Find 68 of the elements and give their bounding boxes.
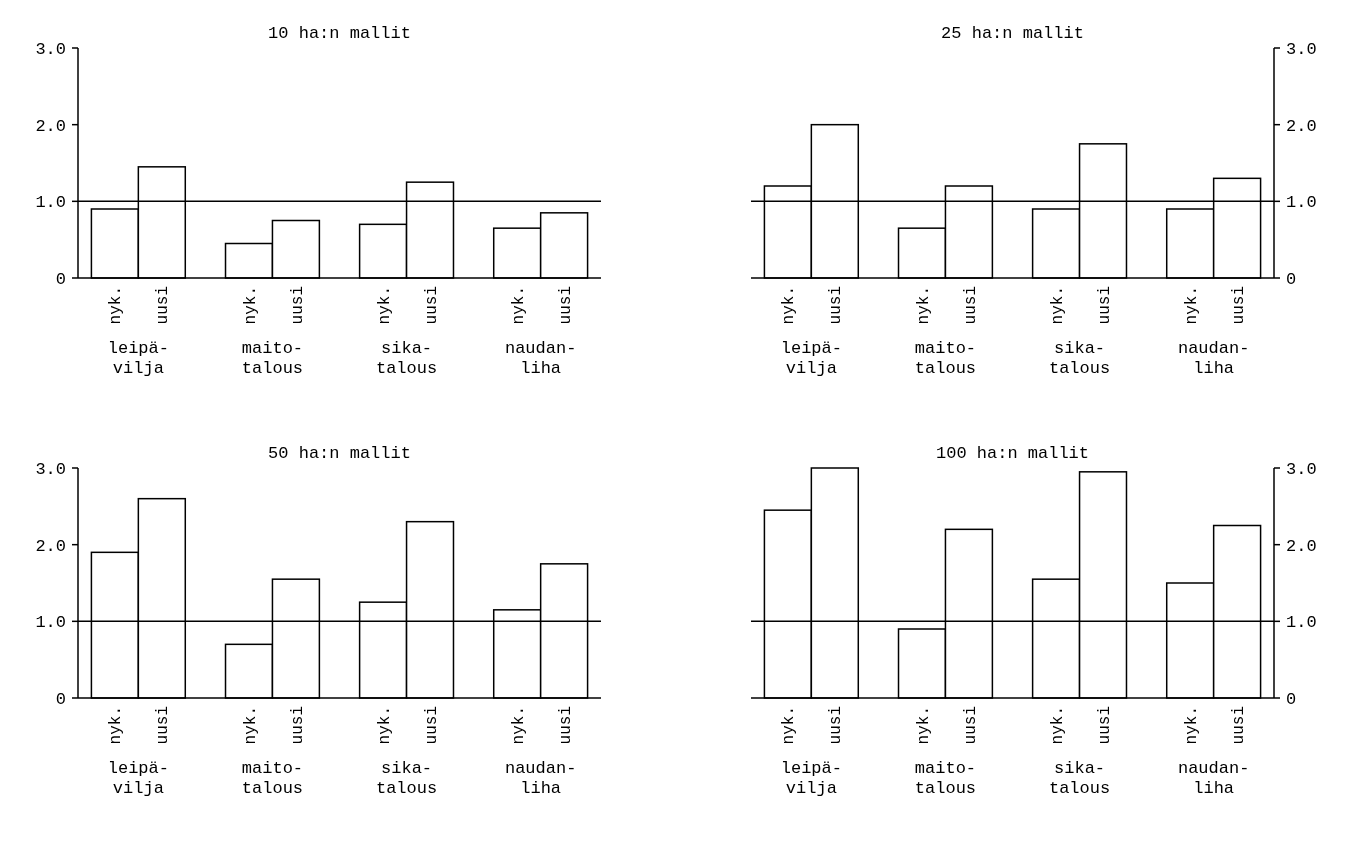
x-tick-label: naudan- liha — [504, 759, 577, 799]
y-tick-label: 3.0 — [35, 459, 66, 479]
chart-title: 10 ha:n mallit — [268, 24, 411, 43]
text: nyk. — [375, 286, 394, 325]
x-tick-label: maito- talous — [241, 759, 304, 799]
y2-tick-label: 2.0 — [1286, 116, 1317, 136]
y2-tick-label: 1.0 — [1286, 193, 1317, 213]
x-tick-label: sika- talous — [1048, 759, 1111, 799]
chart-title: 100 ha:n mallit — [935, 444, 1090, 463]
text: nyk. — [107, 706, 126, 745]
text: nyk. — [375, 706, 394, 745]
x-tick-label: maito- talous — [241, 339, 304, 379]
text: uusi — [1229, 286, 1248, 325]
text: nyk. — [509, 706, 528, 745]
y2-tick-label: 2.0 — [1286, 536, 1317, 556]
x-tick-label: naudan- liha — [504, 339, 577, 379]
text: uusi — [422, 706, 441, 745]
text: nyk. — [1182, 706, 1201, 745]
text: nyk. — [241, 286, 260, 325]
y2-tick-label: 3.0 — [1286, 459, 1317, 479]
x-tick-label: maito- talous — [914, 759, 977, 799]
text: nyk. — [107, 286, 126, 325]
y2-tick-label: 0 — [1286, 689, 1297, 709]
y-tick-label: 1.0 — [35, 613, 66, 633]
text: uusi — [1095, 706, 1114, 745]
y-tick-label: 0 — [55, 269, 66, 289]
text: uusi — [422, 286, 441, 325]
text: nyk. — [914, 286, 933, 325]
text: uusi — [1229, 706, 1248, 745]
text: uusi — [288, 286, 307, 325]
x-tick-label: leipä- vilja — [780, 759, 842, 799]
text: nyk. — [780, 706, 799, 745]
y-tick-label: 2.0 — [35, 536, 66, 556]
x-tick-label: leipä- vilja — [107, 759, 169, 799]
y-tick-label: 1.0 — [35, 193, 66, 213]
y2-tick-label: 3.0 — [1286, 39, 1317, 59]
text: uusi — [154, 706, 173, 745]
text: uusi — [961, 706, 980, 745]
x-tick-label: maito- talous — [914, 339, 977, 379]
text: nyk. — [780, 286, 799, 325]
text: nyk. — [241, 706, 260, 745]
text: uusi — [154, 286, 173, 325]
text: uusi — [961, 286, 980, 325]
text: uusi — [556, 706, 575, 745]
text: nyk. — [1048, 286, 1067, 325]
x-tick-label: leipä- vilja — [107, 339, 169, 379]
text: nyk. — [914, 706, 933, 745]
text: uusi — [288, 706, 307, 745]
x-tick-label: naudan- liha — [1177, 339, 1250, 379]
text: uusi — [1095, 286, 1114, 325]
x-tick-label: sika- talous — [375, 759, 438, 799]
text: nyk. — [1182, 286, 1201, 325]
x-tick-label: naudan- liha — [1177, 759, 1250, 799]
text: uusi — [556, 286, 575, 325]
x-tick-label: sika- talous — [375, 339, 438, 379]
x-tick-label: sika- talous — [1048, 339, 1111, 379]
text: uusi — [827, 286, 846, 325]
y2-tick-label: 0 — [1286, 269, 1297, 289]
text: nyk. — [1048, 706, 1067, 745]
y-tick-label: 2.0 — [35, 116, 66, 136]
text: nyk. — [509, 286, 528, 325]
chart-title: 25 ha:n mallit — [941, 24, 1084, 43]
chart-title: 50 ha:n mallit — [268, 444, 411, 463]
x-tick-label: leipä- vilja — [780, 339, 842, 379]
y-tick-label: 0 — [55, 689, 66, 709]
y-tick-label: 3.0 — [35, 39, 66, 59]
y2-tick-label: 1.0 — [1286, 613, 1317, 633]
text: uusi — [827, 706, 846, 745]
